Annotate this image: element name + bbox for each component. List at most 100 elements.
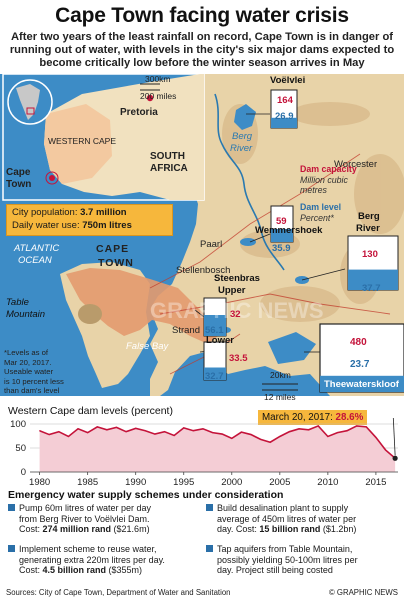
legend-capacity-sub2: metres [300,185,327,195]
x-tick-label: 1980 [29,477,50,488]
scheme-aquifers-l3: day. Project still being costed [217,565,333,576]
globe-icon [7,79,53,125]
data-point [317,425,319,427]
berg-river-label-l2: River [230,143,253,154]
scheme-pump-cost-label: Cost: [19,524,43,535]
bullet-square-icon [8,504,15,511]
map-graphic [0,74,404,396]
data-point [298,428,300,430]
data-point [77,428,79,430]
legend-capacity: Dam capacity Million cubic metres [300,164,357,196]
callout-value: 28.6% [335,412,364,423]
data-point [135,427,137,429]
data-point [192,430,194,432]
scheme-pump: Pump 60m litres of water per day from Be… [8,503,200,535]
table-mountain-l2: Mountain [6,309,46,320]
data-point [144,430,146,432]
x-tick-label: 1995 [173,477,194,488]
dam-name-theewaterskloof: Theewaterskloof [324,379,399,390]
callout-leader [392,418,396,456]
scheme-desalination: Build desalination plant to supply avera… [206,503,400,535]
chart-ylabel: (percent) [130,405,173,417]
data-point [288,431,290,433]
scheme-pump-cost-value: 274 million rand [42,524,112,535]
chart-title: Western Cape dam levels (percent) [8,405,173,417]
scheme-pump-cost: Cost: 274 million rand ($21.6m) [19,524,200,535]
data-point [279,435,281,437]
scheme-reuse-cost-usd: ($355m) [106,565,143,576]
data-point [154,433,156,435]
atlantic-ocean-l1: ATLANTIC [14,243,60,254]
water-use-line: Daily water use: 750m litres [12,220,132,231]
data-point [202,428,204,430]
water-use-value: 750m litres [82,220,132,231]
y-tick-label: 100 [10,419,26,430]
cape-town-label-l1: CAPE [96,243,130,255]
map-scale-mi: 12 miles [264,392,296,402]
cape-town-label-l2: TOWN [98,257,134,269]
dam-level-lower: 32.7 [205,371,224,382]
water-use-label: Daily water use: [12,220,83,231]
scheme-reuse-l2: generating extra 220m litres per day. [19,554,165,565]
scheme-desal-l2: average of 450m litres of water per [217,513,357,524]
data-point [39,430,41,432]
data-point [308,429,310,431]
population-value: 3.7 million [80,207,127,218]
legend-capacity-sub1: Million cubic [300,174,348,185]
series-line [39,424,396,459]
data-point [221,433,223,435]
data-point [375,436,377,438]
dam-name-wemmershoek: Wemmershoek [255,225,323,236]
scheme-aquifers-l2: possibly yielding 50-100m litres per [217,554,358,565]
x-tick-label: 2000 [221,477,242,488]
data-point [327,435,329,437]
dam-capacity-voelvlei: 164 [277,95,293,106]
data-point [250,434,252,436]
page-title: Cape Town facing water crisis [55,4,349,27]
dam-name-berg-river-l1: Berg [358,211,380,222]
table-mountain-shape [78,304,102,324]
worcester-label: Worcester [334,159,378,170]
berg-river-label-l1: Berg [232,131,253,142]
area-fill [39,425,396,472]
emergency-title: Emergency water supply schemes under con… [8,489,284,501]
brand-footer: © GRAPHIC NEWS [329,588,398,597]
scheme-desal-cost-label: day. Cost: [217,524,260,535]
dam-name-berg-river-l2: River [356,223,380,234]
data-point [183,427,185,429]
footnote-l2: Mar 20, 2017. [4,357,52,367]
y-tick-label: 0 [21,467,26,478]
dam-capacity-steenbras-upper: 32 [230,309,241,320]
data-point [164,431,166,433]
footnote-l1: *Levels as of [4,348,49,357]
legend-level-title: Dam level [300,202,342,212]
data-point [67,435,69,437]
footnote-l3: Useable water [4,367,54,377]
legend-capacity-title: Dam capacity [300,164,357,174]
inset-scale-mi: 200 miles [140,91,177,101]
dam-name-voelvlei: Voëlvlei [270,75,306,86]
scheme-pump-l2: from Berg River to Voëlvlei Dam. [19,513,150,524]
dam-capacity-lower: 33.5 [229,353,248,364]
footnote-l5: than dam's level [4,386,60,396]
population-label: City population: [12,207,81,218]
urban-area [66,268,218,344]
dam-levels-chart: 0 50 100 1980 1985 1990 1995 2000 2005 2010 2015 [10,418,398,488]
data-point [365,426,367,428]
south-africa-l1: SOUTH [150,151,185,162]
pretoria-label: Pretoria [120,107,158,118]
watermark: GRAPHIC NEWS [150,298,324,323]
data-point [212,432,214,434]
legend-level: Dam level Percent* [300,202,341,223]
dam-name-lower: Lower [206,335,234,346]
population-line: City population: 3.7 million [12,207,127,218]
scheme-pump-l1: Pump 60m litres of water per day [19,503,152,513]
data-point [336,432,338,434]
y-tick-label: 50 [15,443,26,454]
inset-cape-town-l1: Cape [6,167,31,178]
legend-level-sub: Percent* [300,212,334,223]
data-point [96,426,98,428]
scheme-reuse-cost: Cost: 4.5 billion rand ($355m) [19,565,200,576]
scheme-desal-cost-usd: ($1.2bn) [320,524,357,535]
